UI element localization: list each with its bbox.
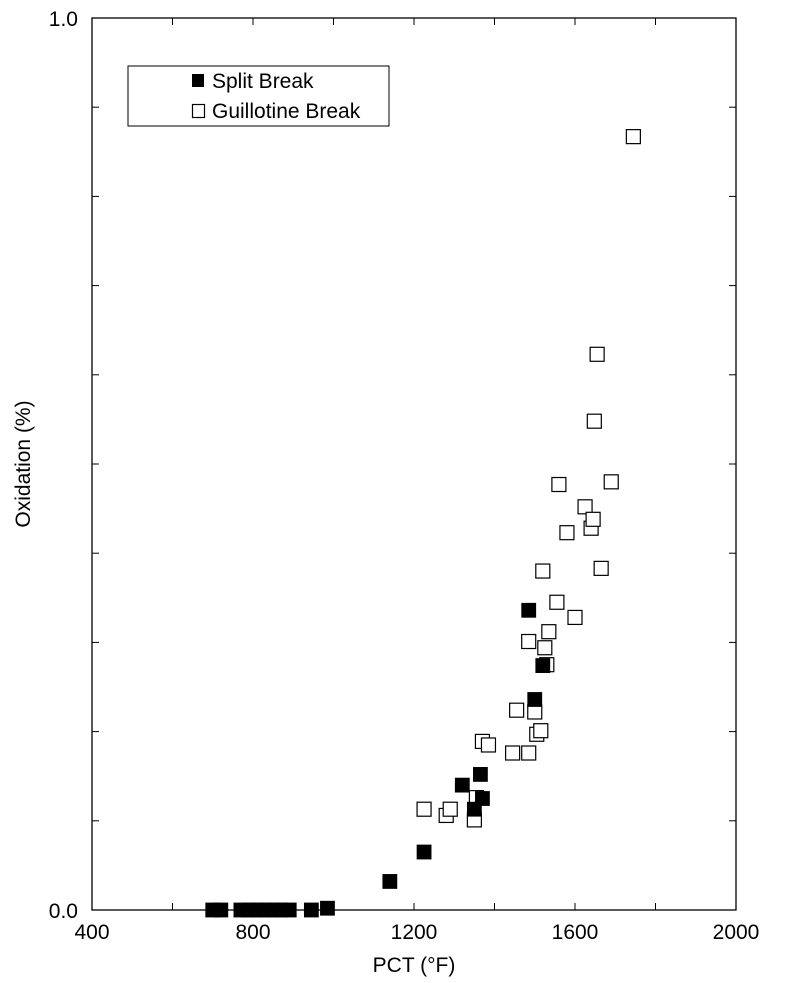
point-split-break [320, 900, 335, 916]
point-guillotine-break [577, 499, 593, 515]
point-guillotine-break [442, 801, 458, 817]
y-axis-title: Oxidation (%) [12, 400, 35, 527]
point-guillotine-break [585, 511, 601, 527]
point-split-break [473, 767, 488, 782]
point-guillotine-break [559, 525, 575, 541]
point-split-break [475, 791, 490, 806]
point-split-break [416, 844, 432, 860]
point-split-break [281, 902, 297, 918]
legend-label-guillotine-break: Guillotine Break [212, 100, 361, 123]
point-guillotine-break [589, 346, 605, 362]
x-tick-label: 800 [235, 921, 270, 944]
point-guillotine-break [593, 560, 609, 576]
legend: Split Break Guillotine Break [127, 65, 390, 127]
point-guillotine-break [537, 640, 553, 656]
x-tick-label: 1600 [552, 921, 599, 944]
tick-labels: 400 800 1200 1600 2000 0.0 1.0 [49, 8, 760, 944]
point-guillotine-break [509, 702, 525, 718]
point-guillotine-break [533, 723, 549, 739]
legend-marker-split-break [192, 74, 204, 87]
point-split-break [382, 874, 398, 889]
point-guillotine-break [521, 633, 537, 650]
point-split-break [521, 602, 537, 618]
x-tick-label: 1200 [391, 921, 438, 944]
point-guillotine-break [527, 704, 543, 720]
point-split-break [303, 902, 319, 918]
point-guillotine-break [521, 745, 537, 761]
legend-label-split-break: Split Break [212, 70, 314, 93]
point-guillotine-break [549, 594, 565, 610]
point-guillotine-break [625, 129, 641, 145]
y-tick-label: 1.0 [49, 8, 78, 31]
legend-box [127, 65, 390, 127]
x-tick-label: 400 [74, 921, 109, 944]
y-tick-label: 0.0 [49, 900, 78, 923]
point-guillotine-break [480, 737, 497, 753]
point-guillotine-break [535, 563, 551, 579]
x-tick-label: 2000 [713, 921, 760, 944]
point-guillotine-break [541, 624, 557, 640]
point-split-break [213, 902, 229, 918]
legend-marker-guillotine-break [191, 103, 206, 119]
x-axis-title: PCT (°F) [373, 954, 456, 977]
point-split-break [535, 658, 551, 673]
point-guillotine-break [551, 476, 567, 493]
point-guillotine-break [567, 609, 583, 626]
point-guillotine-break [586, 413, 602, 429]
point-guillotine-break [505, 745, 521, 761]
plot-frame [91, 17, 737, 911]
point-split-break [527, 692, 543, 707]
axis-ticks [91, 17, 737, 911]
point-guillotine-break [416, 801, 432, 817]
data-points [205, 129, 641, 918]
point-guillotine-break [603, 474, 619, 490]
point-split-break [454, 777, 470, 793]
